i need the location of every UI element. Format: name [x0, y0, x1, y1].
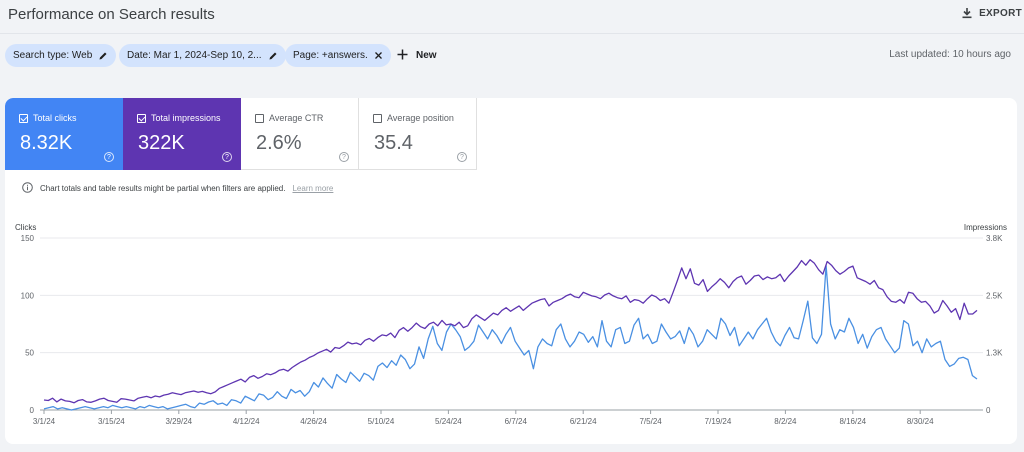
checkbox-checked-icon[interactable] [19, 113, 28, 123]
filter-chip-label: Page: +answers. [293, 50, 368, 61]
top-bar: Performance on Search results EXPORT [0, 0, 1024, 34]
filter-chip-date[interactable]: Date: Mar 1, 2024-Sep 10, 2... [119, 44, 286, 67]
right-tick-label: 1.3K [986, 349, 1003, 358]
plus-icon [397, 49, 408, 63]
left-axis-label: Clicks [15, 223, 36, 232]
series-line-clicks [43, 264, 978, 411]
performance-card: Total clicks 8.32K ? Total impressions 3… [5, 98, 1017, 444]
close-icon[interactable] [374, 51, 383, 60]
partial-results-notice: Chart totals and table results might be … [22, 182, 333, 195]
checkbox-checked-icon[interactable] [137, 113, 146, 123]
metric-average-ctr[interactable]: Average CTR 2.6% ? [241, 98, 359, 170]
x-tick-label: 3/1/24 [33, 417, 56, 426]
x-tick-label: 6/21/24 [570, 417, 597, 426]
pencil-icon[interactable] [98, 51, 108, 61]
metric-value: 322K [138, 132, 185, 154]
help-icon[interactable]: ? [222, 152, 232, 162]
metric-value: 35.4 [374, 132, 413, 154]
new-filter-button[interactable]: New [397, 44, 437, 67]
x-tick-label: 8/30/24 [907, 417, 934, 426]
metric-total-impressions[interactable]: Total impressions 322K ? [123, 98, 241, 170]
metric-label-row: Average CTR [255, 113, 323, 123]
x-tick-label: 3/15/24 [98, 417, 125, 426]
x-tick-label: 4/26/24 [300, 417, 327, 426]
x-tick-label: 3/29/24 [165, 417, 192, 426]
info-icon [22, 182, 33, 195]
metric-label: Total clicks [33, 113, 77, 123]
metric-label-row: Average position [373, 113, 454, 123]
x-tick-label: 5/24/24 [435, 417, 462, 426]
metric-label: Total impressions [151, 113, 221, 123]
filter-chip-label: Search type: Web [13, 50, 93, 61]
metric-total-clicks[interactable]: Total clicks 8.32K ? [5, 98, 123, 170]
x-tick-label: 7/19/24 [705, 417, 732, 426]
x-tick-label: 8/16/24 [839, 417, 866, 426]
metric-label: Average CTR [269, 113, 324, 123]
filter-chip-page[interactable]: Page: +answers. [285, 44, 391, 67]
x-tick-label: 8/2/24 [774, 417, 797, 426]
x-tick-label: 6/7/24 [505, 417, 528, 426]
left-tick-label: 0 [30, 406, 35, 415]
new-filter-label: New [416, 50, 437, 61]
export-button[interactable]: EXPORT [961, 7, 1022, 19]
checkbox-unchecked-icon[interactable] [255, 113, 264, 123]
last-updated: Last updated: 10 hours ago [889, 49, 1011, 60]
checkbox-unchecked-icon[interactable] [373, 113, 382, 123]
series-line-impressions [43, 259, 978, 404]
help-icon[interactable]: ? [457, 152, 467, 162]
metric-label: Average position [387, 113, 454, 123]
metric-label-row: Total clicks [19, 113, 77, 123]
learn-more-link[interactable]: Learn more [292, 184, 334, 193]
metric-value: 8.32K [20, 132, 73, 154]
right-tick-label: 2.5K [986, 291, 1003, 300]
filter-chip-search-type[interactable]: Search type: Web [5, 44, 117, 67]
download-icon [961, 7, 973, 19]
pencil-icon[interactable] [268, 51, 278, 61]
left-tick-label: 50 [25, 349, 34, 358]
notice-text: Chart totals and table results might be … [40, 184, 286, 193]
help-icon[interactable]: ? [104, 152, 114, 162]
left-tick-label: 150 [21, 234, 35, 243]
right-axis-label: Impressions [964, 223, 1007, 232]
left-tick-label: 100 [21, 291, 35, 300]
x-tick-label: 4/12/24 [233, 417, 260, 426]
x-tick-label: 7/5/24 [639, 417, 662, 426]
right-tick-label: 3.8K [986, 234, 1003, 243]
x-tick-label: 5/10/24 [368, 417, 395, 426]
page-title: Performance on Search results [8, 6, 215, 23]
metric-value: 2.6% [256, 132, 302, 154]
filter-bar: Search type: Web Date: Mar 1, 2024-Sep 1… [0, 44, 1024, 68]
filter-chip-label: Date: Mar 1, 2024-Sep 10, 2... [127, 50, 262, 61]
performance-chart: Clicks Impressions 150 3.8K 100 2.5K 50 1.3K 0 0 3… [15, 223, 1007, 426]
export-label: EXPORT [979, 7, 1022, 19]
right-tick-label: 0 [986, 406, 991, 415]
metric-average-position[interactable]: Average position 35.4 ? [359, 98, 477, 170]
metric-label-row: Total impressions [137, 113, 221, 123]
help-icon[interactable]: ? [339, 152, 349, 162]
